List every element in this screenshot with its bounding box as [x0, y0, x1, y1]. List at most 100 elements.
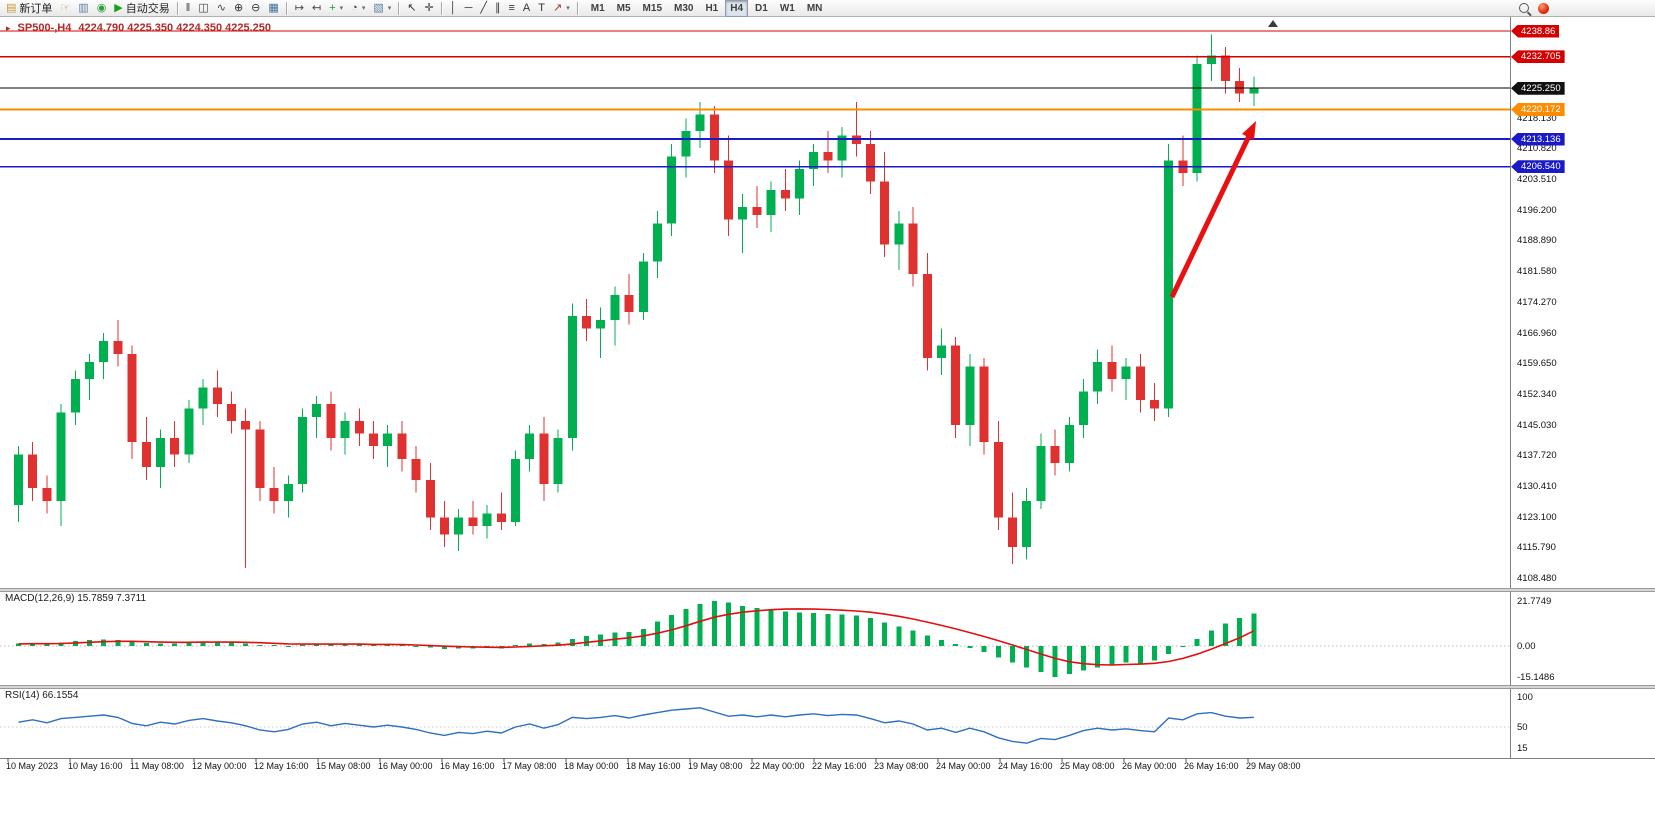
bars-mode-button[interactable]: ǁ — [182, 0, 195, 17]
price-axis-label: 4123.100 — [1517, 511, 1557, 523]
text-label-icon: T — [538, 1, 545, 14]
symbol-period-label: SP500-,H4 — [17, 22, 72, 34]
time-axis-label: 24 May 16:00 — [998, 761, 1053, 771]
time-axis-label: 16 May 00:00 — [378, 761, 433, 771]
chart-window-icon: ▥ — [78, 1, 89, 14]
timeframe-m30-button[interactable]: M30 — [674, 2, 694, 14]
rsi-scale-label: 15 — [1517, 742, 1528, 754]
toolbar: ▤ 新订单 ☞ ▥ ◉ ▶ 自动交易 ǁ ◫ ∿ ⊕ ⊖ ▦ ↦ ↤ + ▾ ◔ ▾ ▧ ▾ ↖ ✛ │ ─ ╱ ∥ ≡ A T ↗ ▾ M1… — [0, 0, 1655, 17]
price-axis-label: 4203.510 — [1517, 174, 1557, 185]
auto-scroll-icon: ↦ — [294, 1, 304, 14]
timeframe-d1-button[interactable]: D1 — [755, 2, 768, 14]
panel-splitter[interactable] — [0, 588, 1655, 592]
arrows-button[interactable]: ↗ ▾ — [549, 0, 574, 17]
line-mode-button[interactable]: ∿ — [213, 0, 230, 17]
tile-windows-icon: ▦ — [268, 1, 279, 14]
time-axis-label: 25 May 08:00 — [1060, 761, 1115, 771]
zoom-in-button[interactable]: ⊕ — [230, 0, 247, 17]
time-axis-label: 23 May 08:00 — [874, 761, 929, 771]
candles-mode-button[interactable]: ◫ — [194, 0, 212, 17]
timeframe-m1-button[interactable]: M1 — [590, 2, 605, 14]
vertical-line-button[interactable]: │ — [446, 0, 461, 17]
hand-icon: ☞ — [60, 1, 71, 14]
price-axis-label: 4218.130 — [1517, 112, 1557, 124]
search-icon[interactable] — [1519, 3, 1529, 13]
sounds-button[interactable]: ◉ — [93, 0, 111, 17]
time-axis-label: 17 May 08:00 — [502, 761, 557, 771]
price-axis-label: 4115.790 — [1517, 542, 1556, 554]
ohlc-bars-icon: ǁ — [185, 1, 191, 14]
time-axis-label: 10 May 2023 — [6, 761, 59, 771]
timeframe-h4-button[interactable]: H4 — [725, 0, 749, 17]
price-axis-label: 4174.270 — [1517, 296, 1557, 308]
label-button[interactable]: T — [534, 0, 549, 17]
auto-scroll-button[interactable]: ↦ — [291, 0, 308, 17]
price-axis-label: 4181.580 — [1517, 266, 1557, 278]
fibonacci-button[interactable]: ≡ — [505, 0, 519, 17]
cursor-button[interactable]: ↖ — [403, 0, 420, 17]
new-order-button[interactable]: ▤ 新订单 — [2, 0, 56, 17]
price-axis-label: 4108.480 — [1517, 573, 1557, 585]
toolbar-separator — [398, 1, 401, 15]
vertical-line-icon: │ — [449, 1, 457, 14]
tile-windows-button[interactable]: ▦ — [264, 0, 282, 17]
new-order-icon: ▤ — [6, 1, 17, 14]
hand-tool-button[interactable]: ☞ — [56, 0, 74, 17]
chart-symbol-title: ▸ SP500-,H4 4224.790 4225.350 4224.350 4… — [6, 22, 271, 34]
chart-window-button[interactable]: ▥ — [74, 0, 92, 17]
timeframe-m5-button[interactable]: M5 — [616, 2, 631, 14]
indicators-button[interactable]: + ▾ — [325, 0, 347, 17]
time-axis-label: 18 May 16:00 — [626, 761, 681, 771]
chart-shift-button[interactable]: ↤ — [308, 0, 325, 17]
horizontal-line-icon: ─ — [464, 1, 473, 14]
horizontal-line-button[interactable]: ─ — [461, 0, 477, 17]
price-axis-label: 4137.720 — [1517, 450, 1557, 462]
templates-button[interactable]: ▧ ▾ — [369, 0, 395, 17]
play-icon: ▶ — [114, 1, 123, 14]
price-tag: 4232.705 — [1511, 50, 1565, 64]
price-tag: 4206.540 — [1511, 160, 1565, 174]
time-axis-label: 16 May 16:00 — [440, 761, 495, 771]
toolbar-separator — [576, 1, 579, 15]
timeframe-w1-button[interactable]: W1 — [779, 2, 795, 14]
line-chart-icon: ∿ — [216, 1, 226, 14]
chevron-down-icon: ▾ — [339, 5, 344, 12]
price-axis-label: 4159.650 — [1517, 358, 1557, 370]
trendline-icon: ╱ — [480, 1, 487, 14]
chart-shift-marker-icon — [1268, 20, 1278, 27]
channel-button[interactable]: ∥ — [491, 0, 505, 17]
toolbar-right — [1519, 2, 1655, 14]
panel-splitter[interactable] — [0, 685, 1655, 689]
price-tag: 4225.250 — [1511, 81, 1565, 95]
time-axis-label: 26 May 16:00 — [1184, 761, 1239, 771]
clock-icon: ◔ — [351, 1, 358, 14]
trendline-button[interactable]: ╱ — [476, 0, 491, 17]
macd-indicator-label: MACD(12,26,9) 15.7859 7.3711 — [5, 593, 147, 604]
candlestick-icon: ◫ — [198, 1, 209, 14]
price-axis-label: 4196.200 — [1517, 204, 1557, 216]
crosshair-button[interactable]: ✛ — [420, 0, 437, 17]
zoom-out-button[interactable]: ⊖ — [247, 0, 264, 17]
new-order-button-label: 新订单 — [19, 3, 53, 15]
timeframe-mn-button[interactable]: MN — [806, 2, 823, 14]
macd-scale-label: -15.1486 — [1517, 671, 1555, 683]
indicators-icon: + — [329, 1, 336, 14]
cursor-icon: ↖ — [407, 1, 417, 14]
price-axis-label: 4166.960 — [1517, 327, 1557, 339]
time-axis-label: 22 May 00:00 — [750, 761, 805, 771]
speaker-icon: ◉ — [96, 1, 107, 14]
timeframe-m15-button[interactable]: M15 — [642, 2, 662, 14]
text-button[interactable]: A — [519, 0, 534, 17]
symbol-ohlc-values: 4224.790 4225.350 4224.350 4225.250 — [78, 22, 272, 34]
periods-button[interactable]: ◔ ▾ — [347, 0, 369, 17]
channel-icon: ∥ — [495, 1, 501, 14]
price-tag: 4220.172 — [1511, 103, 1565, 116]
timeframe-h1-button[interactable]: H1 — [705, 2, 719, 14]
autotrading-button[interactable]: ▶ 自动交易 — [110, 0, 173, 17]
chevron-down-icon: ▾ — [566, 5, 570, 12]
notification-icon[interactable] — [1538, 2, 1549, 14]
time-axis-label: 26 May 00:00 — [1122, 761, 1177, 771]
price-axis-label: 4145.030 — [1517, 419, 1557, 431]
autotrading-button-label: 自动交易 — [125, 3, 170, 15]
